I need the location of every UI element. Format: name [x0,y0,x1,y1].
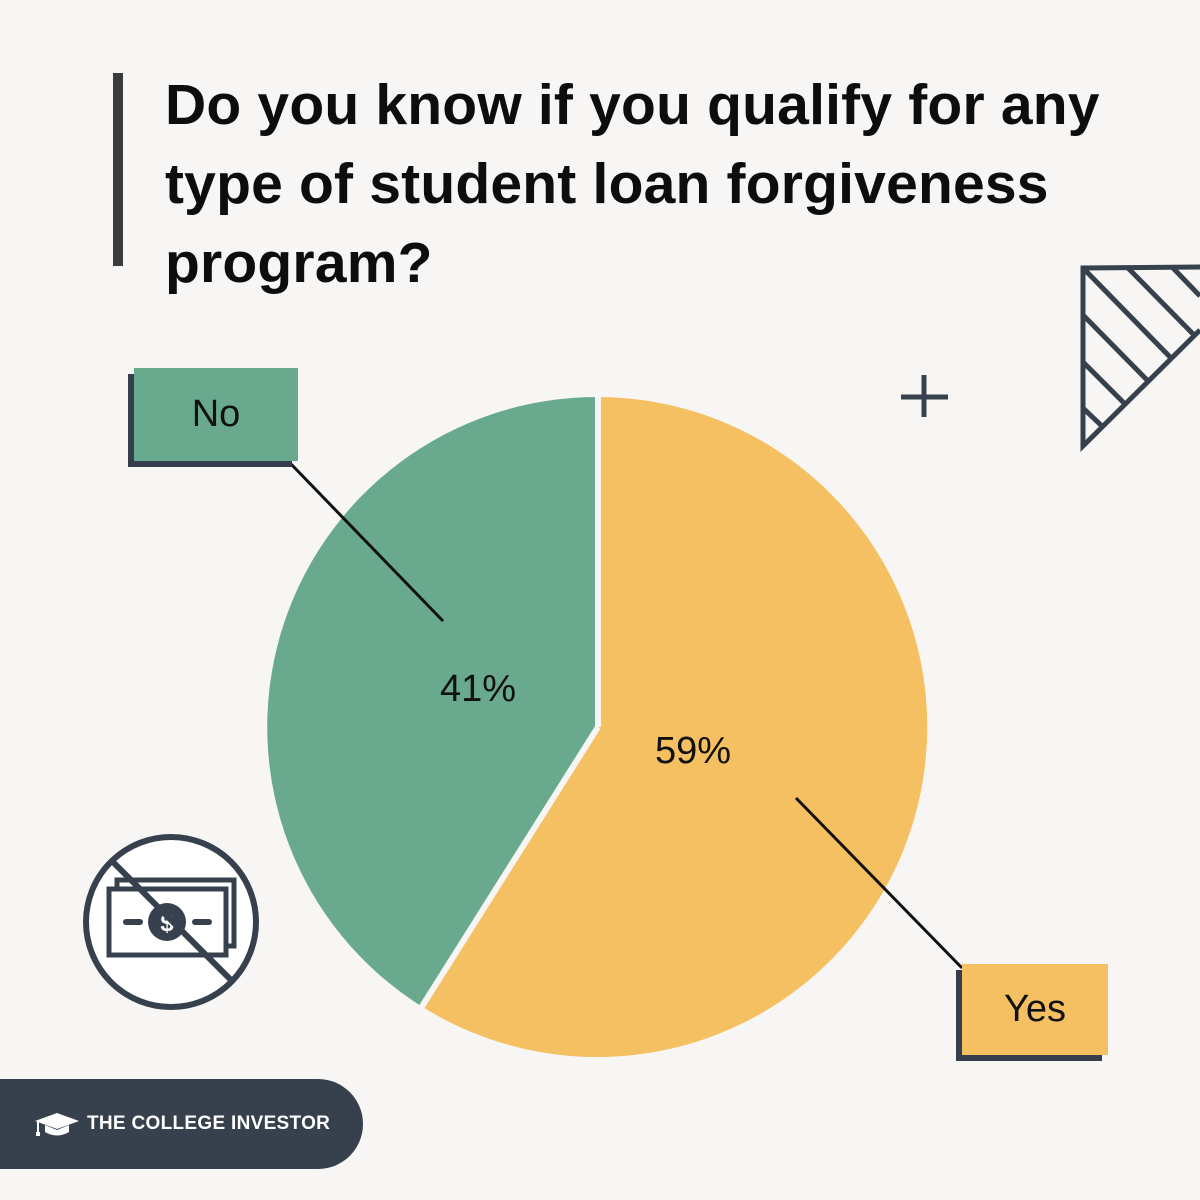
title-accent-bar [113,73,123,266]
slice-separator [418,725,601,1010]
no-callout-label: No [134,368,298,461]
hatched-triangle-decoration [1080,264,1200,452]
yes-callout-label: Yes [962,964,1108,1055]
no-cash-icon: $ [83,834,259,1010]
yes-percentage: 59% [655,730,732,772]
pie-slice-yes [421,397,928,1057]
chart-title: Do you know if you qualify for any type … [165,73,1100,295]
graduation-cap-icon [35,1113,79,1136]
plus-icon [901,375,948,417]
yes-callout-line [794,796,964,970]
no-callout-line [288,461,445,623]
no-percentage: 41% [440,668,517,710]
brand-badge: THE COLLEGE INVESTOR [0,1079,363,1169]
brand-name: THE COLLEGE INVESTOR [87,1113,331,1134]
